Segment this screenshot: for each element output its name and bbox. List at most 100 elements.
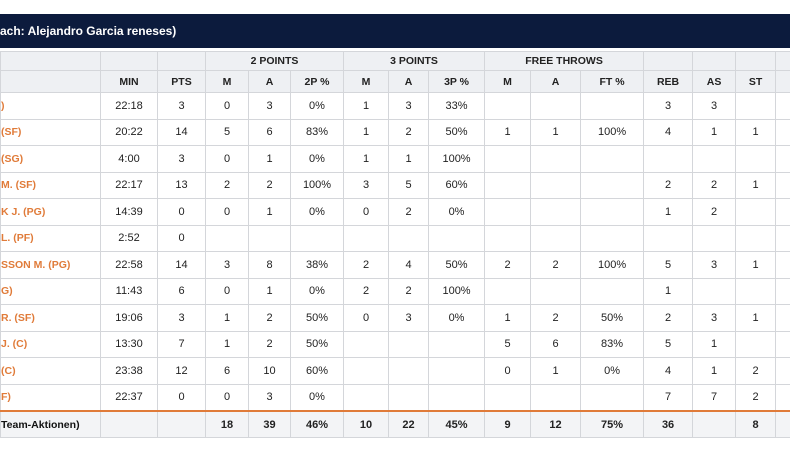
stat-cell: 0	[343, 198, 390, 226]
player-row: G) 11:43 6 0 1 0% 2 2 100% 1	[0, 277, 790, 305]
stat-cell	[428, 224, 486, 252]
stat-cell	[735, 198, 777, 226]
stat-cell	[775, 198, 790, 226]
stat-cell: 1	[205, 304, 249, 332]
stat-cell	[580, 383, 645, 412]
stat-cell	[735, 224, 777, 252]
stat-cell: 6	[530, 330, 582, 358]
stat-cell	[388, 383, 430, 412]
header-cell	[775, 51, 790, 71]
stat-cell: 9	[484, 410, 532, 438]
stat-cell: 1	[692, 118, 737, 146]
stat-cell	[100, 410, 158, 438]
stat-cell: 1	[343, 145, 390, 173]
stat-cell: 18	[205, 410, 249, 438]
stat-cell: 4	[643, 357, 694, 385]
stat-cell	[157, 410, 206, 438]
stat-cell: 5	[388, 171, 430, 199]
stat-cell: 10	[343, 410, 390, 438]
stat-cell: 100%	[580, 118, 645, 146]
stat-cell: 6	[157, 277, 206, 305]
stat-cell: 100%	[428, 145, 486, 173]
stat-cell: 1	[735, 251, 777, 279]
stat-cell	[775, 171, 790, 199]
stat-cell: 19:06	[100, 304, 158, 332]
stat-cell: 22:18	[100, 92, 158, 120]
stat-cell: 5	[643, 330, 694, 358]
stat-cell: 0	[205, 145, 249, 173]
player-row: L. (PF) 2:52 0	[0, 224, 790, 252]
stat-cell	[484, 198, 532, 226]
stat-cell: 0%	[289, 145, 345, 173]
stat-cell	[343, 357, 390, 385]
stat-cell: 3	[692, 304, 737, 332]
header-cell	[775, 70, 790, 93]
stat-cell: 1	[735, 304, 777, 332]
stat-cell	[692, 224, 737, 252]
stat-cell: 0%	[289, 383, 345, 412]
player-row: (SG) 4:00 3 0 1 0% 1 1 100%	[0, 145, 790, 173]
player-name: M. (SF)	[0, 171, 101, 199]
stat-cell	[735, 330, 777, 358]
stat-cell: 2	[530, 304, 582, 332]
player-name: Team-Aktionen)	[0, 410, 101, 438]
stat-cell: 50%	[428, 251, 486, 279]
stat-cell: 100%	[289, 171, 345, 199]
stat-cell: 0%	[428, 304, 486, 332]
column-label: MIN	[100, 70, 158, 93]
stat-cell: 0%	[289, 92, 345, 120]
stat-cell: 2	[484, 251, 532, 279]
header-cell	[643, 51, 694, 71]
stat-cell: 12	[157, 357, 206, 385]
stat-cell: 14:39	[100, 198, 158, 226]
player-name: (SF)	[0, 118, 101, 146]
stat-cell: 22:37	[100, 383, 158, 412]
stat-cell: 50%	[428, 118, 486, 146]
stat-cell: 11:43	[100, 277, 158, 305]
stat-cell	[775, 277, 790, 305]
stat-cell: 0	[205, 383, 249, 412]
stat-cell: 7	[643, 383, 694, 412]
stat-cell: 0%	[580, 357, 645, 385]
stat-cell: 3	[388, 92, 430, 120]
stat-cell	[428, 357, 486, 385]
stat-cell: 4	[643, 118, 694, 146]
stat-cell: 1	[248, 198, 291, 226]
header-cell	[157, 51, 206, 71]
stat-cell: 20:22	[100, 118, 158, 146]
stat-cell: 12	[530, 410, 582, 438]
header-cell	[692, 51, 737, 71]
stat-cell: 2	[388, 277, 430, 305]
stat-cell: 5	[205, 118, 249, 146]
stat-cell: 1	[643, 198, 694, 226]
stat-cell: 2	[643, 171, 694, 199]
stat-cell: 2	[530, 251, 582, 279]
stat-cell: 2	[343, 251, 390, 279]
header-cell	[0, 70, 101, 93]
group-label: 3 POINTS	[343, 51, 486, 71]
stat-cell: 4	[388, 251, 430, 279]
stat-cell: 10	[248, 357, 291, 385]
stat-cell	[775, 330, 790, 358]
stat-cell	[530, 383, 582, 412]
stat-cell: 3	[388, 304, 430, 332]
stat-cell: 83%	[289, 118, 345, 146]
stat-cell: 3	[157, 304, 206, 332]
stat-cell: 0	[157, 383, 206, 412]
stat-cell: 60%	[289, 357, 345, 385]
stat-cell: 22	[388, 410, 430, 438]
stat-cell: 3	[157, 92, 206, 120]
stat-cell	[248, 224, 291, 252]
stat-cell: 2	[343, 277, 390, 305]
column-label: AS	[692, 70, 737, 93]
stat-cell: 3	[343, 171, 390, 199]
stat-cell: 13:30	[100, 330, 158, 358]
stats-table: 2 POINTS 3 POINTS FREE THROWS MIN PTS M A 2P % M…	[0, 51, 790, 438]
stat-cell: 0	[205, 277, 249, 305]
player-name: L. (PF)	[0, 224, 101, 252]
column-label: ST	[735, 70, 777, 93]
stat-cell: 3	[643, 92, 694, 120]
stat-cell	[484, 145, 532, 173]
stat-cell: 1	[735, 171, 777, 199]
